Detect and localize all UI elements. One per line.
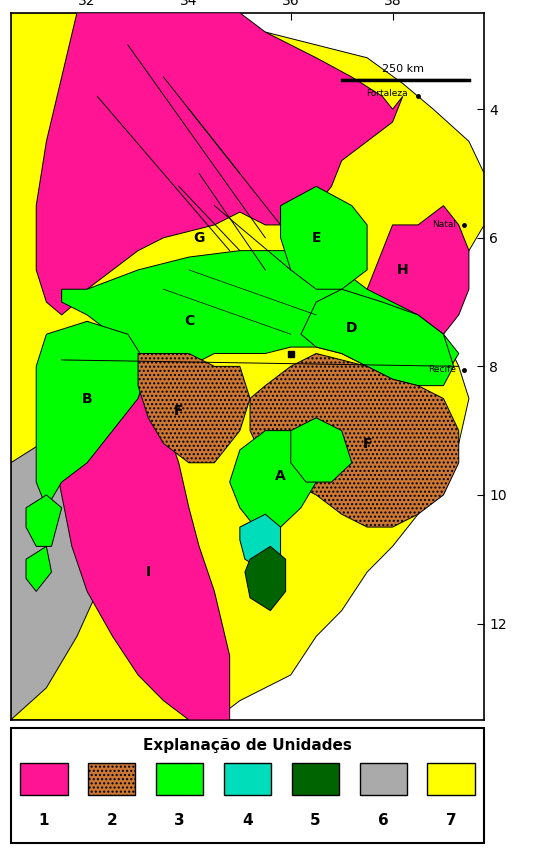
Polygon shape bbox=[367, 205, 469, 354]
Text: G: G bbox=[194, 231, 205, 245]
Bar bbox=[292, 763, 339, 795]
Bar bbox=[20, 763, 68, 795]
Text: 4: 4 bbox=[242, 813, 253, 828]
Text: C: C bbox=[184, 314, 194, 328]
Bar bbox=[359, 763, 407, 795]
Polygon shape bbox=[46, 321, 230, 720]
Text: H: H bbox=[397, 263, 408, 277]
Text: Recife: Recife bbox=[428, 365, 456, 374]
Bar bbox=[224, 763, 271, 795]
Text: A: A bbox=[275, 469, 286, 482]
Bar bbox=[88, 763, 136, 795]
Polygon shape bbox=[301, 289, 454, 386]
Text: Fortaleza: Fortaleza bbox=[366, 89, 408, 98]
Text: 5: 5 bbox=[310, 813, 321, 828]
Polygon shape bbox=[26, 495, 62, 546]
Polygon shape bbox=[11, 13, 484, 720]
Text: Natal: Natal bbox=[432, 221, 456, 229]
Polygon shape bbox=[250, 354, 459, 527]
Text: 1: 1 bbox=[39, 813, 49, 828]
Polygon shape bbox=[138, 354, 250, 463]
Polygon shape bbox=[291, 417, 352, 482]
Polygon shape bbox=[281, 187, 367, 289]
Text: 250 km: 250 km bbox=[382, 64, 424, 74]
Polygon shape bbox=[36, 321, 148, 508]
Text: F: F bbox=[174, 405, 183, 418]
Polygon shape bbox=[230, 430, 316, 527]
Polygon shape bbox=[26, 546, 52, 591]
Bar bbox=[427, 763, 475, 795]
Polygon shape bbox=[245, 546, 286, 611]
Polygon shape bbox=[36, 13, 403, 315]
Text: 7: 7 bbox=[446, 813, 456, 828]
Text: F: F bbox=[363, 436, 372, 451]
Polygon shape bbox=[11, 430, 112, 720]
Text: I: I bbox=[146, 565, 151, 579]
Polygon shape bbox=[240, 515, 281, 572]
Bar bbox=[156, 763, 203, 795]
Text: 6: 6 bbox=[378, 813, 388, 828]
Text: 3: 3 bbox=[174, 813, 185, 828]
Text: Explanação de Unidades: Explanação de Unidades bbox=[143, 738, 352, 753]
Text: B: B bbox=[82, 392, 93, 406]
Text: E: E bbox=[312, 231, 321, 245]
Polygon shape bbox=[62, 250, 459, 386]
Text: 2: 2 bbox=[107, 813, 117, 828]
Text: D: D bbox=[346, 321, 358, 335]
